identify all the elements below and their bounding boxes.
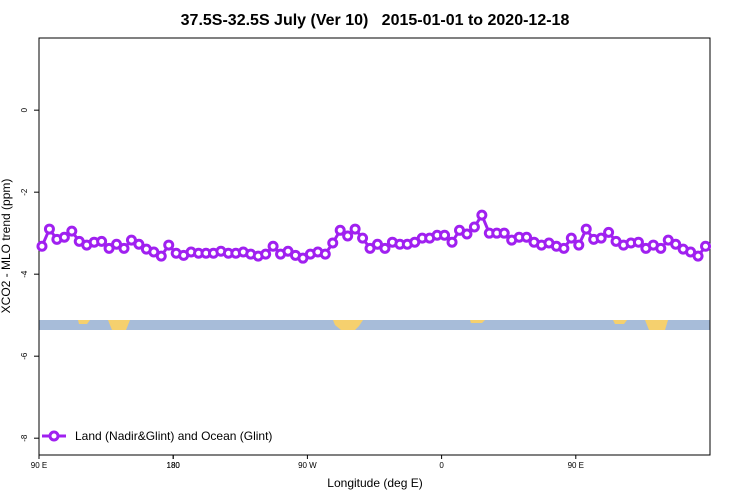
x-tick-label: 180 (167, 461, 181, 470)
data-point (43, 223, 55, 235)
x-axis-label: Longitude (deg E) (327, 476, 422, 490)
y-tick-label: 0 (20, 107, 29, 112)
data-point (521, 231, 533, 243)
data-point (580, 223, 592, 235)
data-point (379, 242, 391, 254)
y-tick-label: -4 (20, 270, 29, 278)
data-point (349, 223, 361, 235)
data-point (632, 236, 644, 248)
x-tick-label: 180 (167, 461, 181, 470)
data-point (603, 226, 615, 238)
data-point (357, 232, 369, 244)
map-strip (39, 320, 710, 330)
data-point (66, 225, 78, 237)
data-point (655, 242, 667, 254)
data-point (573, 239, 585, 251)
y-tick-label: -2 (20, 188, 29, 196)
x-tick-label: 90 E (31, 461, 47, 470)
data-point (36, 240, 48, 252)
data-point (155, 250, 167, 262)
data-point (439, 229, 451, 241)
data-point (565, 232, 577, 244)
data-point (163, 239, 175, 251)
data-point (461, 228, 473, 240)
data-point (133, 238, 145, 250)
y-tick-label: -6 (20, 352, 29, 360)
data-point (446, 236, 458, 248)
data-point (319, 248, 331, 260)
data-point (118, 242, 130, 254)
legend: Land (Nadir&Glint) and Ocean (Glint) (42, 429, 272, 443)
y-tick-label: -8 (20, 434, 29, 442)
x-tick-label: 0 (439, 461, 444, 470)
data-point (260, 248, 272, 260)
y-axis-label: XCO2 - MLO trend (ppm) (0, 179, 13, 314)
data-point (58, 231, 70, 243)
legend-marker (48, 430, 60, 442)
legend-label: Land (Nadir&Glint) and Ocean (Glint) (75, 429, 272, 443)
data-point (468, 221, 480, 233)
x-tick-label: 90 W (298, 461, 317, 470)
data-point (700, 240, 712, 252)
data-point (558, 242, 570, 254)
data-point (476, 209, 488, 221)
data-point (498, 227, 510, 239)
x-tick-label: 90 E (568, 461, 584, 470)
data-point (342, 230, 354, 242)
chart-title: 37.5S-32.5S July (Ver 10) 2015-01-01 to … (181, 12, 570, 29)
data-point (595, 232, 607, 244)
data-point (96, 235, 108, 247)
data-point (670, 238, 682, 250)
data-point (267, 240, 279, 252)
data-point (327, 237, 339, 249)
data-point (334, 224, 346, 236)
data-point (692, 250, 704, 262)
